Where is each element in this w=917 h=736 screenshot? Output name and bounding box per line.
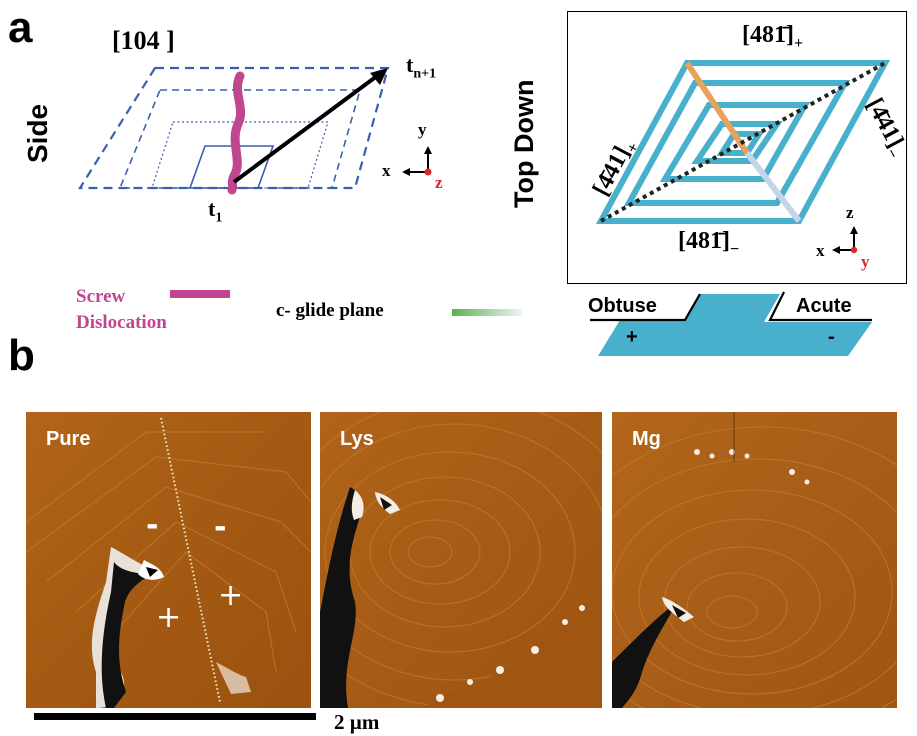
- side-axis-x: x: [382, 161, 391, 180]
- panel-letter-b: b: [8, 331, 35, 380]
- acute-sign: -: [828, 326, 835, 348]
- glide-plane-diagonal: [600, 61, 886, 223]
- spiral-3: [659, 102, 811, 182]
- acute-label: Acute: [796, 295, 852, 317]
- afm-image-lys: Lys: [320, 412, 602, 708]
- glide-plane-trace: [160, 417, 221, 703]
- solid-parallelogram: [188, 145, 275, 189]
- plane-index-104: [104 ]: [112, 26, 175, 55]
- pure-minus-right: -: [214, 510, 227, 545]
- obtuse-diagonal: [684, 61, 750, 155]
- step-diagram: [590, 291, 872, 356]
- afm-image-mg: Mg: [612, 412, 897, 708]
- middle-dashed-parallelogram: [118, 89, 362, 189]
- top-index-label: [481̄]+: [742, 22, 804, 52]
- side-diagram: [78, 66, 390, 195]
- top-down-box: [567, 11, 907, 284]
- afm-image-pure: Pure - - + +: [26, 412, 311, 708]
- acute-diagonal: [744, 151, 802, 223]
- side-axis-y: y: [418, 120, 427, 139]
- outer-dashed-parallelogram: [78, 66, 390, 190]
- top-down-label: Top Down: [509, 79, 539, 208]
- afm-label-mg: Mg: [632, 428, 661, 450]
- top-down-diagram: [595, 60, 891, 224]
- screw-legend-swatch: [170, 290, 230, 298]
- growth-arrow: [232, 74, 379, 184]
- t-end-label: tn+1: [406, 52, 437, 82]
- screw-dislocation-line: [227, 71, 246, 195]
- top-axis-y: y: [861, 252, 870, 271]
- left-index-box: [4̄41]+: [582, 80, 643, 200]
- top-axis-x: x: [816, 241, 825, 260]
- top-down-axes: [832, 226, 858, 254]
- afm-label-lys: Lys: [340, 428, 374, 450]
- screw-legend-text: Screw Dislocation: [76, 286, 167, 333]
- side-axes: [402, 146, 432, 176]
- step-surface: [598, 294, 872, 356]
- obtuse-sign: +: [626, 326, 638, 348]
- spiral-2: [623, 80, 851, 206]
- glide-legend-swatch: [452, 309, 522, 316]
- scale-bar-label: 2 µm: [334, 710, 380, 734]
- side-label: Side: [22, 103, 53, 163]
- pure-plus-right: +: [218, 578, 244, 613]
- obtuse-label: Obtuse: [588, 295, 657, 317]
- glide-legend-text: c- glide plane: [276, 300, 384, 321]
- top-axis-z: z: [846, 203, 854, 222]
- side-label-box: Side: [18, 95, 68, 185]
- t-start-label: t1: [208, 196, 223, 226]
- growth-arrow-head: [370, 68, 388, 85]
- panel-letter-a: a: [8, 3, 33, 52]
- bottom-index-label: [481̄]−: [678, 228, 740, 258]
- scale-bar: [34, 713, 316, 720]
- pure-minus-left: -: [146, 508, 159, 543]
- pure-plus-left: +: [156, 600, 182, 635]
- top-down-label-box: Top Down: [505, 60, 549, 210]
- afm-label-pure: Pure: [46, 428, 91, 450]
- side-axis-z: z: [435, 173, 443, 192]
- right-index-box: [4̄41]−: [840, 88, 908, 208]
